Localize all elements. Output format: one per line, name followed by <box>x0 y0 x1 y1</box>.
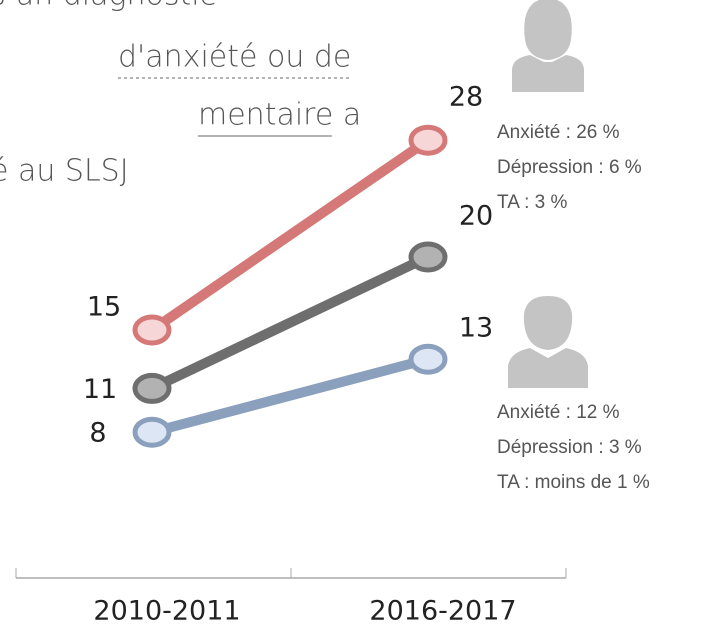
male-icon <box>508 296 588 388</box>
annotation: Dépression : 3 % <box>497 437 642 458</box>
value-label: 28 <box>449 82 483 113</box>
slope-line <box>147 135 433 335</box>
marker <box>132 314 172 346</box>
annotation: TA : 3 % <box>497 192 568 213</box>
female-icon <box>512 0 584 92</box>
annotation: Anxiété : 26 % <box>497 122 620 143</box>
title-line: s un diagnostic <box>0 0 216 13</box>
slope-line <box>147 252 433 394</box>
value-label: 20 <box>459 201 493 232</box>
x-tick-label: 2010-2011 <box>93 596 240 627</box>
marker <box>132 416 172 448</box>
marker <box>408 343 448 375</box>
marker <box>408 241 448 273</box>
value-label: 8 <box>89 418 106 449</box>
x-tick-label: 2016-2017 <box>369 596 516 627</box>
annotation: TA : moins de 1 % <box>497 472 650 493</box>
marker <box>408 124 448 156</box>
annotation: Dépression : 6 % <box>497 157 642 178</box>
annotation: Anxiété : 12 % <box>497 402 620 423</box>
marker <box>132 372 172 404</box>
value-label: 13 <box>459 313 493 344</box>
slope-line <box>147 354 433 438</box>
value-label: 11 <box>83 374 117 405</box>
title-line: é au SLSJ <box>0 154 129 189</box>
value-label: 15 <box>87 292 121 323</box>
title-line: d'anxiété ou de <box>118 40 351 75</box>
title-line: mentaire a <box>198 98 361 133</box>
